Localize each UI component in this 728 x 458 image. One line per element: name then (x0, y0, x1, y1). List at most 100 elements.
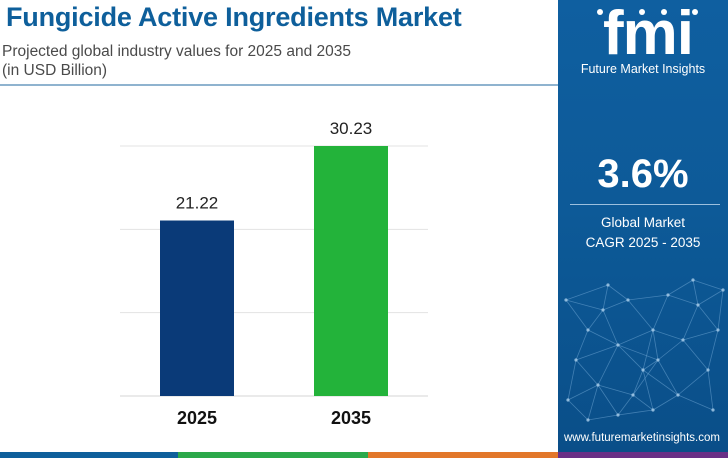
network-line (692, 279, 724, 291)
network-node (721, 288, 725, 292)
network-line (667, 294, 699, 306)
network-line (657, 359, 679, 396)
network-line (575, 359, 599, 386)
network-line (597, 384, 619, 416)
footer-segment-purple (558, 452, 728, 458)
network-line (617, 329, 654, 346)
bar-2035 (314, 146, 388, 396)
network-node (691, 278, 695, 282)
footer-stripe (0, 452, 728, 458)
network-node (586, 418, 590, 422)
network-line (692, 279, 699, 306)
title-divider (0, 84, 558, 86)
network-line (602, 299, 629, 311)
network-node (631, 393, 635, 397)
network-line (627, 294, 669, 301)
network-line (617, 409, 654, 416)
network-line (652, 294, 669, 331)
network-node (574, 358, 578, 362)
network-line (597, 384, 634, 396)
network-pattern (564, 278, 725, 422)
network-node (676, 393, 680, 397)
cagr-label: Global Market CAGR 2025 - 2035 (558, 213, 728, 253)
network-line (565, 299, 604, 311)
network-line (697, 304, 719, 331)
network-line (642, 359, 659, 371)
network-line (617, 344, 659, 361)
network-node (681, 338, 685, 342)
network-line (587, 414, 619, 421)
network-line (575, 329, 589, 361)
fmi-logo: fmi (597, 4, 698, 60)
network-node (711, 408, 715, 412)
network-line (652, 394, 679, 411)
network-node (606, 283, 610, 287)
data-label-2035: 30.23 (330, 119, 373, 138)
network-node (641, 368, 645, 372)
network-line (607, 284, 629, 301)
cagr-label-line-2: CAGR 2025 - 2035 (585, 235, 701, 250)
network-node (716, 328, 720, 332)
network-line (587, 384, 599, 421)
network-node (706, 368, 710, 372)
subtitle-line-1: Projected global industry values for 202… (2, 43, 351, 60)
network-node (566, 398, 570, 402)
network-line (567, 399, 589, 421)
network-line (575, 344, 619, 361)
network-line (652, 329, 684, 341)
network-line (587, 329, 619, 346)
network-line (627, 299, 654, 331)
network-node (616, 343, 620, 347)
network-line (677, 369, 709, 396)
network-line (597, 344, 619, 386)
network-node (616, 413, 620, 417)
network-line (565, 299, 589, 331)
chart-subtitle: Projected global industry values for 202… (2, 42, 351, 80)
network-node (666, 293, 670, 297)
network-node (656, 358, 660, 362)
network-node (596, 383, 600, 387)
cagr-value: 3.6% (597, 152, 689, 196)
network-line (567, 384, 599, 401)
website-link[interactable]: www.futuremarketinsights.com (564, 432, 720, 444)
network-line (707, 369, 714, 411)
network-line (642, 329, 654, 371)
network-line (682, 329, 719, 341)
network-line (587, 309, 604, 331)
network-line (657, 339, 684, 361)
network-line (667, 279, 694, 296)
network-node (586, 328, 590, 332)
subtitle-line-2: (in USD Billion) (2, 62, 108, 79)
cagr-label-line-1: Global Market (600, 215, 686, 230)
side-panel: fmi Future Market Insights 3.6% Global M… (558, 0, 728, 458)
network-line (632, 394, 654, 411)
network-line (652, 329, 659, 361)
network-line (632, 359, 659, 396)
network-line (682, 304, 699, 341)
network-node (651, 328, 655, 332)
network-node (696, 303, 700, 307)
network-line (602, 309, 619, 346)
x-tick-label-2025: 2025 (177, 408, 217, 428)
footer-segment-green (178, 452, 368, 458)
bar-2025 (160, 220, 234, 396)
footer-segment-orange (368, 452, 558, 458)
network-node (601, 308, 605, 312)
network-line (642, 369, 654, 411)
chart-title: Fungicide Active Ingredients Market (6, 2, 462, 32)
network-line (697, 289, 724, 306)
network-line (617, 344, 644, 371)
network-line (602, 284, 609, 311)
network-line (717, 289, 724, 331)
network-line (632, 369, 644, 396)
cagr-divider (570, 204, 720, 205)
x-tick-label-2035: 2035 (331, 408, 371, 428)
network-line (677, 394, 714, 411)
network-line (707, 329, 719, 371)
bar-chart: 21.22 2025 30.23 2035 (120, 119, 428, 428)
chart-area: Fungicide Active Ingredients Market Proj… (0, 2, 558, 428)
logo-text: fmi (603, 4, 693, 60)
footer-segment-blue (0, 452, 178, 458)
network-node (564, 298, 568, 302)
data-label-2025: 21.22 (176, 194, 219, 213)
